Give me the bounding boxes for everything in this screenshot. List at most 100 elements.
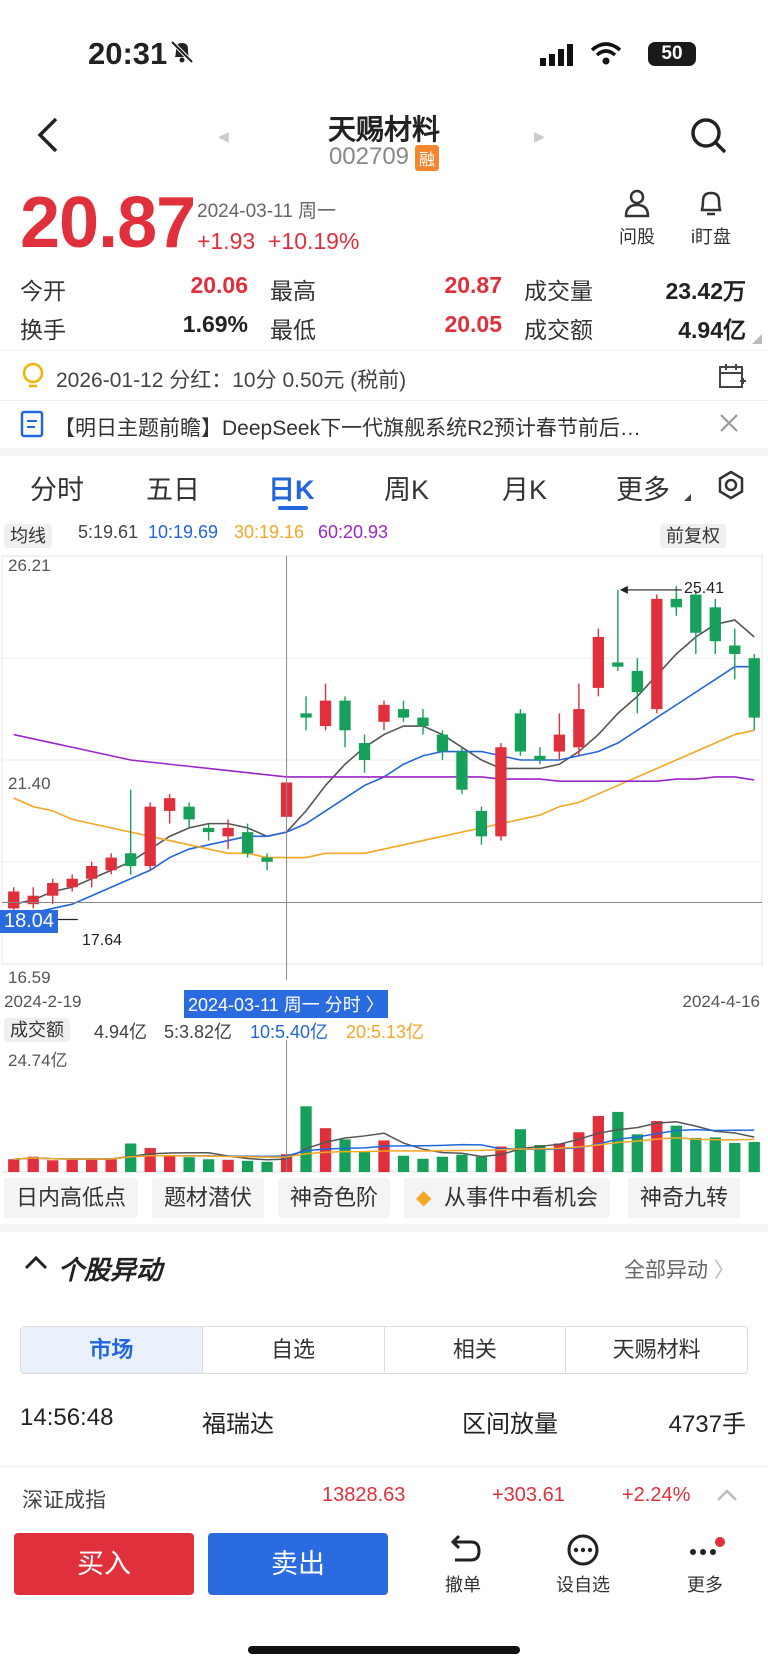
ask-stock-label: 问股 [619,227,655,247]
chip-theme-ambush[interactable]: 题材潜伏 [152,1178,265,1218]
buy-button[interactable]: 买入 [14,1533,194,1595]
dividend-text[interactable]: 2026-01-12 分红：10分 0.50元 (税前) [56,369,407,392]
adjust-label: 前复权 [660,524,726,548]
candle-body [729,645,741,654]
volume-bar [105,1159,117,1172]
back-button[interactable] [36,116,60,159]
volume-bar [573,1132,585,1172]
amount-value: 4.94亿 [678,317,746,343]
volume-bar [534,1145,546,1172]
abnormal-tab-watchlist[interactable]: 自选 [203,1327,385,1373]
chip-event-label: 从事件中看机会 [444,1185,599,1210]
volume-bar [748,1141,760,1172]
candle-body [631,670,643,693]
y-min-label: 16.59 [8,968,51,987]
add-watch-button[interactable]: 设自选 [538,1534,628,1597]
margin-badge: 融 [415,144,440,171]
ma5-value: 5:19.61 [78,522,139,542]
volume-bar [358,1151,371,1172]
abnormal-tab-related[interactable]: 相关 [385,1327,567,1373]
abnormal-title: 个股异动 [58,1255,163,1285]
close-icon[interactable] [718,412,740,439]
open-value: 20.06 [190,272,248,298]
candle-body [144,806,156,867]
chip-intraday-hilo[interactable]: 日内高低点 [4,1178,139,1218]
ask-stock-button[interactable]: 问股 [602,188,672,249]
chat-dots-icon [567,1534,599,1566]
high-mark-label: 25.41 [684,580,725,597]
bell-off-icon [168,38,196,71]
abnormal-tab-stock[interactable]: 天赐材料 [612,1337,701,1362]
document-icon [20,410,44,443]
signal-icon [540,44,576,71]
prev-stock-icon[interactable]: ◀ [218,128,229,144]
calendar-add-icon[interactable] [718,362,746,395]
candle-body [553,734,566,752]
chip-event-opportunity[interactable]: ◆ 从事件中看机会 [404,1178,611,1218]
volume-chart[interactable] [0,1040,768,1174]
sell-button[interactable]: 卖出 [208,1533,388,1595]
more-dots-icon [690,1537,725,1555]
abnormal-tab-market[interactable]: 市场 [21,1327,203,1373]
all-abnormal-link[interactable]: 全部异动 〉 [624,1254,735,1284]
chevron-right-icon: 〉 [713,1259,735,1282]
volume-ma20-line [13,1136,755,1161]
next-stock-icon[interactable]: ▶ [534,128,545,144]
volume-selector[interactable]: 成交额 [4,1016,70,1042]
volume-bar [553,1143,566,1172]
high-value: 20.87 [444,272,502,298]
candle-body [397,709,410,718]
status-time: 20:31 [88,36,168,71]
index-name[interactable]: 深证成指 [22,1489,106,1512]
ma10-value: 10:19.69 [148,522,219,542]
current-price: 20.87 [20,183,196,263]
change-value: +1.93 [197,228,256,254]
tab-more[interactable]: 更多 [616,475,670,505]
quote-date: 2024-03-11 周一 [197,201,337,222]
ma30-value: 30:19.16 [234,522,305,542]
abnormal-row-name[interactable]: 福瑞达 [202,1411,274,1438]
index-change: +303.61 [492,1484,565,1506]
news-headline[interactable]: 【明日主题前瞻】DeepSeek下一代旗舰系统R2预计春节前后… [54,417,641,440]
ma-row: 均线 [4,522,52,548]
volume-bar [495,1146,507,1172]
tab-timeshare[interactable]: 分时 [30,475,84,505]
watch-button[interactable]: i盯盘 [676,188,746,249]
candle-body [163,798,176,811]
search-icon[interactable] [690,117,728,160]
chip-color-scale[interactable]: 神奇色阶 [278,1178,391,1218]
chart-settings-icon[interactable] [716,470,746,505]
adjust-selector[interactable]: 前复权 [660,522,726,548]
cursor-date-label[interactable]: 2024-03-11 周一 分时 〉 [184,990,388,1018]
candle-body [670,598,682,608]
expand-up-icon[interactable] [716,1488,738,1507]
candle-body [222,827,234,837]
volume-max-label: 24.74亿 [8,1051,68,1070]
undo-button[interactable]: 撤单 [418,1534,508,1597]
candle-body [319,700,332,727]
collapse-icon[interactable] [24,1254,48,1275]
all-abnormal-label: 全部异动 [624,1259,708,1282]
candle-body [300,713,312,718]
abnormal-row-event: 区间放量 [462,1411,558,1438]
tab-five-day[interactable]: 五日 [146,475,200,505]
kline-chart[interactable] [0,550,768,990]
volume-bar [202,1159,215,1172]
more-button[interactable]: 更多 [660,1534,750,1597]
tab-daily-k[interactable]: 日K [268,475,315,505]
tab-weekly-k[interactable]: 周K [384,475,430,505]
volume-bar [729,1142,741,1172]
low-label: 最低 [270,317,316,343]
y-mid-label: 21.40 [8,774,51,793]
amount-label: 成交额 [524,317,593,343]
volume-bar [27,1156,39,1172]
ma-selector[interactable]: 均线 [4,524,52,548]
candle-body [105,857,117,871]
chip-magic-nine[interactable]: 神奇九转 [628,1178,741,1218]
tab-monthly-k[interactable]: 月K [502,475,548,505]
expand-corner-icon[interactable] [752,334,762,344]
candle-body [8,891,20,909]
bulb-icon [20,362,46,395]
volume-bar [514,1129,527,1172]
candle-body [378,704,390,722]
